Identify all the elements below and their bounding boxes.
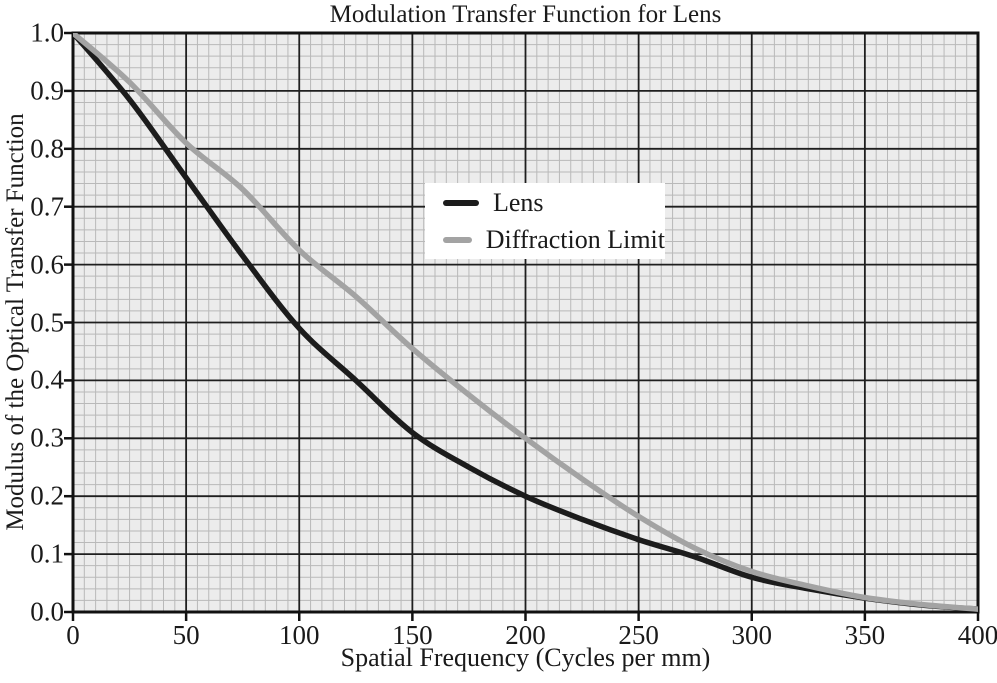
chart-title: Modulation Transfer Function for Lens <box>329 1 722 28</box>
x-tick-label: 300 <box>731 620 773 650</box>
y-tick-label: 0.6 <box>30 249 64 280</box>
x-tick-label: 250 <box>618 620 659 650</box>
y-tick-label: 0.1 <box>30 538 64 569</box>
y-tick-label: 0.0 <box>30 596 64 627</box>
diffraction-limit-curve <box>73 33 978 612</box>
y-tick-label: 0.4 <box>30 364 64 395</box>
y-tick-label: 0.7 <box>30 191 64 222</box>
y-tick-label: 0.8 <box>30 133 64 164</box>
legend-item-lens: Lens <box>443 188 665 218</box>
x-tick-label: 400 <box>957 620 997 650</box>
x-tick-label: 200 <box>505 620 546 650</box>
x-tick-label: 150 <box>392 620 433 650</box>
legend: Lens Diffraction Limit <box>425 183 665 259</box>
lens-line-swatch <box>443 199 479 206</box>
x-tick-label: 50 <box>172 620 200 650</box>
y-tick-label: 0.9 <box>30 75 64 106</box>
y-tick-label: 0.5 <box>30 307 64 337</box>
x-tick-label: 100 <box>279 620 320 650</box>
legend-label-lens: Lens <box>493 187 544 217</box>
x-tick-label: 350 <box>844 620 886 650</box>
y-tick-label: 1.0 <box>30 17 64 48</box>
legend-item-diffraction-limit: Diffraction Limit <box>443 225 665 255</box>
x-axis-title: Spatial Frequency (Cycles per mm) <box>340 643 711 672</box>
diffraction-limit-line-swatch <box>443 236 472 243</box>
legend-label-diffraction-limit: Diffraction Limit <box>485 224 665 254</box>
plot-frame <box>71 31 980 614</box>
y-tick-label: 0.2 <box>30 480 64 511</box>
x-tick-label: 0 <box>66 620 80 650</box>
y-tick-label: 0.3 <box>30 422 64 453</box>
